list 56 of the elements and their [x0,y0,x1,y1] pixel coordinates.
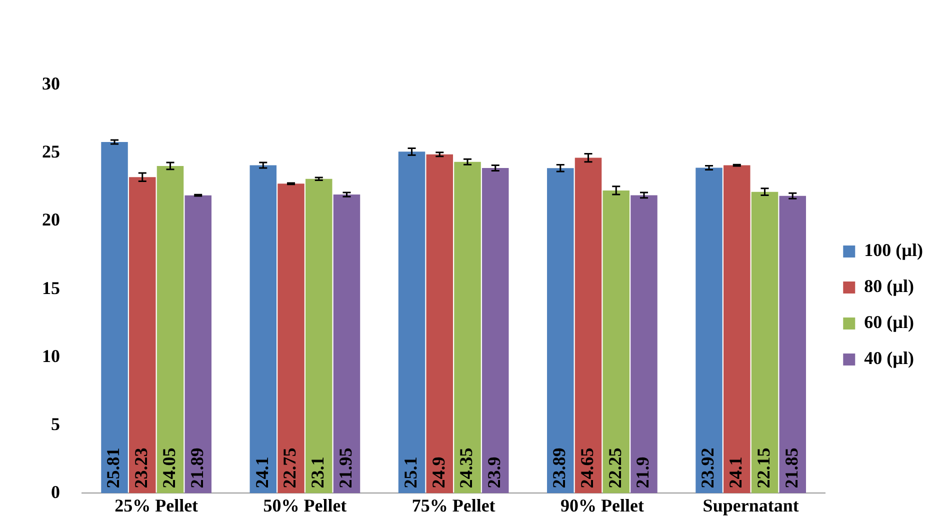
legend-label: 40 (µl) [864,348,914,368]
bar [101,142,128,494]
legend-label: 80 (µl) [864,276,914,296]
bar [574,158,602,494]
y-tick-label: 25 [42,142,60,162]
data-label: 22.15 [753,448,774,488]
data-label: 21.9 [632,456,653,488]
bar [426,154,454,494]
bar [779,196,806,494]
data-label: 25.81 [103,448,124,488]
data-label: 21.85 [781,448,802,488]
bar [454,162,481,494]
bar [278,184,304,494]
data-label: 21.89 [186,448,207,488]
x-tick-label: 90% Pellet [560,496,644,516]
bar [250,165,277,494]
data-label: 23.9 [484,456,504,488]
data-label: 22.75 [280,448,300,488]
bar [696,168,722,494]
y-tick-label: 30 [42,74,60,94]
data-label: 24.65 [576,448,597,488]
x-tick-label: 25% Pellet [114,496,198,516]
bar [333,194,360,494]
bar [129,177,156,494]
bar [398,152,426,494]
x-tick-label: Supernatant [702,496,799,516]
data-label: 23.92 [698,448,718,488]
bar [630,195,658,494]
bar [306,178,332,494]
data-label: 25.1 [400,456,420,488]
y-tick-label: 10 [42,346,60,366]
bar [547,168,574,494]
data-label: 23.23 [131,448,152,488]
bar [751,192,778,494]
x-tick-label: 50% Pellet [263,496,347,516]
bar [724,165,750,494]
y-tick-label: 20 [42,210,60,230]
bar [156,166,184,494]
data-label: 22.25 [604,448,625,488]
x-tick-label: 75% Pellet [412,496,496,516]
data-label: 24.05 [158,448,179,488]
bar [482,168,509,494]
bar [184,195,212,494]
legend-label: 60 (µl) [864,312,914,332]
data-label: 24.35 [456,448,476,488]
data-label: 24.1 [726,456,746,488]
bar [602,190,630,494]
y-tick-label: 0 [51,482,60,502]
data-label: 21.95 [335,448,356,488]
y-tick-label: 5 [51,414,60,434]
data-label: 24.1 [252,456,272,488]
legend-label: 100 (µl) [864,240,924,260]
data-label: 24.9 [428,456,448,488]
data-label: 23.1 [308,456,328,488]
data-label: 23.89 [549,448,570,488]
y-tick-label: 15 [42,278,60,298]
